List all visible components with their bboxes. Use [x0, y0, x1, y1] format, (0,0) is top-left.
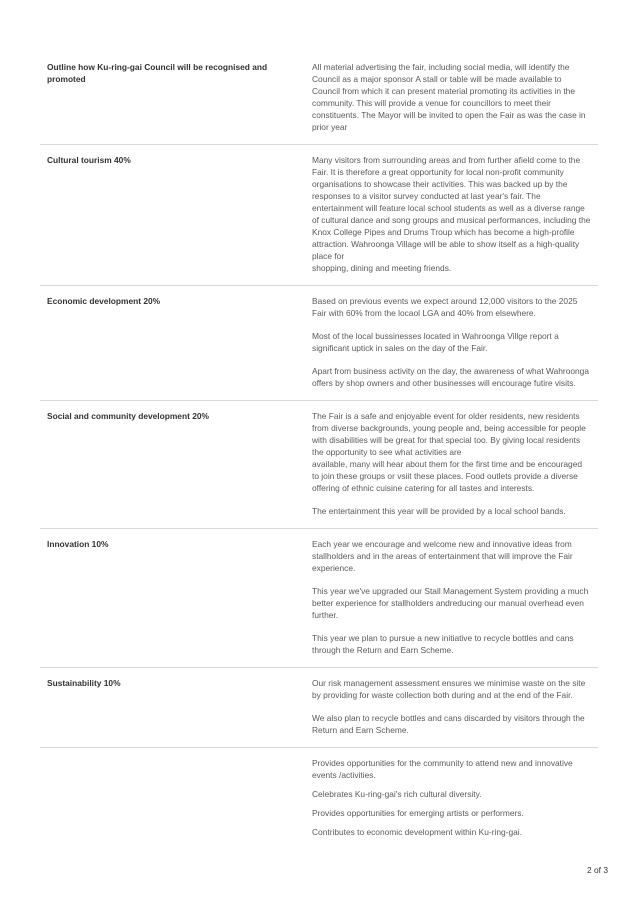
- criterion-label: Outline how Ku-ring-gai Council will be …: [47, 62, 268, 84]
- table-row: Provides opportunities for the community…: [40, 748, 598, 856]
- response-paragraph: Provides opportunities for emerging arti…: [312, 808, 524, 818]
- criterion-response: Our risk management assessment ensures w…: [312, 677, 591, 736]
- response-paragraph: This year we've upgraded our Stall Manag…: [312, 586, 589, 620]
- response-paragraph: Celebrates Ku-ring-gai's rich cultural d…: [312, 789, 482, 799]
- response-paragraph: Many visitors from surrounding areas and…: [312, 155, 591, 273]
- response-paragraph: Contributes to economic development with…: [312, 827, 522, 837]
- criterion-label: Social and community development 20%: [47, 411, 209, 421]
- response-paragraph: Most of the local bussinesses located in…: [312, 331, 559, 353]
- table-row: Sustainability 10% Our risk management as…: [40, 668, 598, 748]
- criterion-label: Innovation 10%: [47, 539, 109, 549]
- table-row: Innovation 10% Each year we encourage and…: [40, 529, 598, 668]
- criterion-response: Each year we encourage and welcome new a…: [312, 538, 591, 656]
- response-paragraph: We also plan to recycle bottles and cans…: [312, 713, 585, 735]
- criterion-response: All material advertising the fair, inclu…: [312, 61, 591, 133]
- response-paragraph: The entertainment this year will be prov…: [312, 506, 566, 516]
- response-paragraph: Our risk management assessment ensures w…: [312, 678, 586, 700]
- page-number: 2 of 3: [587, 865, 608, 875]
- response-paragraph: Provides opportunities for the community…: [312, 758, 573, 780]
- criterion-label: [40, 757, 312, 845]
- response-paragraph: All material advertising the fair, inclu…: [312, 62, 586, 132]
- criterion-response: The Fair is a safe and enjoyable event f…: [312, 410, 591, 517]
- criterion-response: Based on previous events we expect aroun…: [312, 295, 591, 389]
- criterion-label: Cultural tourism 40%: [47, 155, 131, 165]
- response-paragraph: This year we plan to pursue a new initia…: [312, 633, 574, 655]
- response-paragraph: Each year we encourage and welcome new a…: [312, 539, 573, 573]
- criterion-response: Provides opportunities for the community…: [312, 757, 591, 845]
- criterion-label: Economic development 20%: [47, 296, 161, 306]
- response-paragraph: Based on previous events we expect aroun…: [312, 296, 578, 318]
- criteria-table: Outline how Ku-ring-gai Council will be …: [40, 52, 598, 856]
- table-row: Outline how Ku-ring-gai Council will be …: [40, 52, 598, 145]
- table-row: Economic development 20% Based on previou…: [40, 286, 598, 401]
- criterion-response: Many visitors from surrounding areas and…: [312, 154, 591, 274]
- table-row: Cultural tourism 40% Many visitors from s…: [40, 145, 598, 286]
- criterion-label: Sustainability 10%: [47, 678, 121, 688]
- response-paragraph: The Fair is a safe and enjoyable event f…: [312, 411, 586, 493]
- table-row: Social and community development 20% The …: [40, 401, 598, 529]
- response-paragraph: Apart from business activity on the day,…: [312, 366, 589, 388]
